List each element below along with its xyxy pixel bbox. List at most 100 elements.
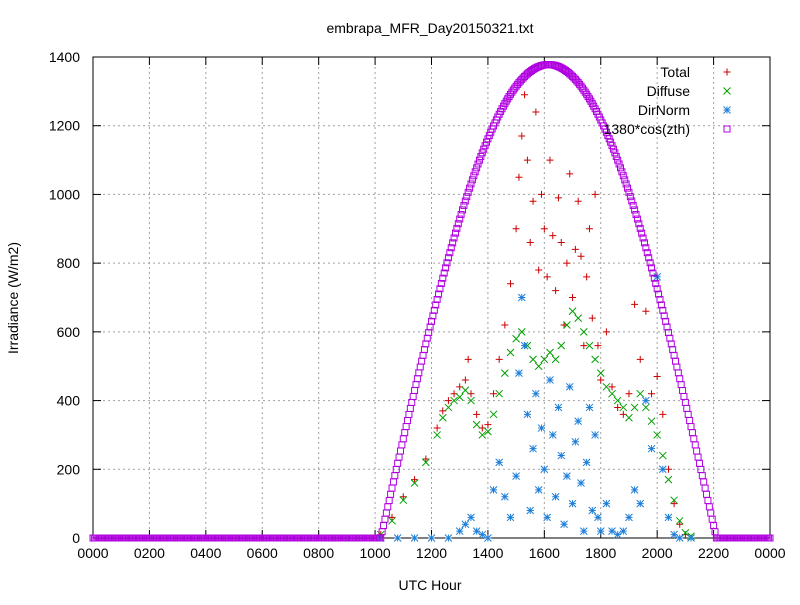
data-point xyxy=(636,389,645,398)
legend-label: 1380*cos(zth) xyxy=(604,121,690,137)
data-point xyxy=(457,210,465,218)
data-point xyxy=(495,389,504,398)
data-point xyxy=(611,149,619,157)
data-point xyxy=(404,417,412,425)
y-tick-label: 400 xyxy=(57,393,81,409)
data-point xyxy=(512,225,520,233)
data-point xyxy=(453,224,461,232)
data-point xyxy=(484,421,492,429)
data-point xyxy=(680,392,688,400)
data-point xyxy=(474,160,482,168)
series-star xyxy=(376,273,695,542)
data-point xyxy=(594,513,602,522)
data-point xyxy=(579,328,588,336)
data-point xyxy=(549,232,557,240)
data-point xyxy=(624,184,632,192)
data-point xyxy=(461,376,469,384)
data-point xyxy=(438,413,447,422)
data-point xyxy=(656,295,664,303)
data-point xyxy=(705,503,713,511)
data-point xyxy=(520,341,529,350)
data-point xyxy=(475,156,483,164)
data-point xyxy=(532,389,540,398)
data-point xyxy=(473,410,481,418)
legend-label: Diffuse xyxy=(647,83,691,99)
data-point xyxy=(436,285,444,293)
data-point xyxy=(602,382,611,391)
data-point xyxy=(495,458,504,467)
series-square xyxy=(89,61,774,542)
data-point xyxy=(608,527,616,535)
data-point xyxy=(489,486,498,494)
data-point xyxy=(384,503,392,511)
data-point xyxy=(394,459,402,467)
data-point xyxy=(618,168,626,176)
data-point xyxy=(670,500,678,508)
data-point xyxy=(615,160,623,168)
data-point xyxy=(546,376,554,384)
legend-label: Total xyxy=(660,64,690,80)
data-point xyxy=(577,252,585,260)
data-point xyxy=(669,346,677,354)
data-point xyxy=(694,453,702,461)
data-point xyxy=(416,363,424,371)
data-point xyxy=(683,404,691,412)
x-tick-label: 0800 xyxy=(303,545,334,561)
data-point xyxy=(708,515,716,523)
data-point xyxy=(557,239,565,247)
data-point xyxy=(433,295,441,303)
data-point xyxy=(399,493,407,501)
data-point xyxy=(646,259,654,267)
data-point xyxy=(679,387,687,395)
y-tick-label: 1200 xyxy=(49,118,80,134)
y-axis-label: Irradiance (W/m2) xyxy=(5,242,21,354)
x-axis-label: UTC Hour xyxy=(398,577,461,593)
data-point xyxy=(613,396,622,405)
data-point xyxy=(412,381,420,389)
data-point xyxy=(568,307,577,316)
data-point xyxy=(443,259,451,267)
y-tick-label: 600 xyxy=(57,324,81,340)
data-point xyxy=(471,168,479,176)
data-point xyxy=(391,472,399,480)
data-point xyxy=(597,376,605,384)
data-point xyxy=(506,348,515,357)
data-point xyxy=(629,201,637,209)
data-point xyxy=(704,497,712,505)
series-cross xyxy=(376,307,695,541)
data-point xyxy=(647,444,656,453)
data-point xyxy=(538,190,546,198)
x-tick-label: 0600 xyxy=(247,545,278,561)
data-point xyxy=(557,451,566,460)
data-point xyxy=(467,396,475,405)
data-point xyxy=(560,520,568,529)
data-point xyxy=(543,273,551,281)
x-tick-label: 1600 xyxy=(529,545,560,561)
y-tick-label: 800 xyxy=(57,255,81,271)
data-point xyxy=(398,441,406,449)
data-point xyxy=(422,455,430,463)
data-point xyxy=(563,259,571,267)
data-point xyxy=(676,375,684,383)
data-point xyxy=(639,234,647,242)
data-point xyxy=(628,197,636,205)
data-point xyxy=(446,249,454,257)
y-tick-label: 1400 xyxy=(49,49,80,65)
data-point xyxy=(703,490,711,498)
data-point xyxy=(495,355,503,363)
data-point xyxy=(393,534,402,542)
data-point xyxy=(444,403,453,412)
data-point xyxy=(626,193,634,201)
data-point xyxy=(554,403,563,412)
data-point xyxy=(540,355,549,364)
data-point xyxy=(551,355,560,364)
x-tick-label: 0000 xyxy=(754,545,785,561)
data-point xyxy=(381,515,389,523)
data-point xyxy=(571,245,579,253)
data-point xyxy=(395,453,403,461)
data-point xyxy=(506,280,514,288)
data-point xyxy=(478,530,487,539)
data-point xyxy=(432,301,440,309)
data-point xyxy=(467,180,475,188)
